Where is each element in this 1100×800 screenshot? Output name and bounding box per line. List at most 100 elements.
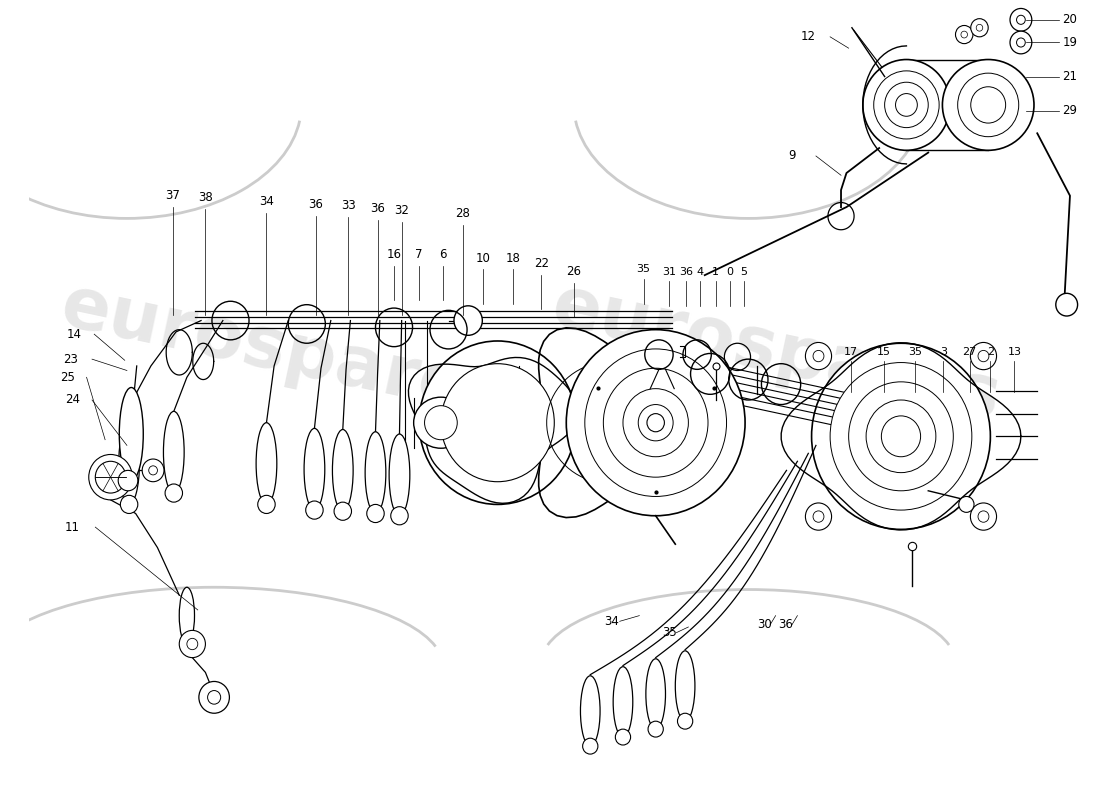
Circle shape	[334, 502, 352, 520]
Text: 38: 38	[198, 191, 212, 205]
Ellipse shape	[510, 410, 535, 435]
Text: 21: 21	[1063, 70, 1078, 83]
Circle shape	[866, 400, 936, 473]
Text: 30: 30	[757, 618, 772, 631]
Circle shape	[805, 342, 832, 370]
Circle shape	[956, 26, 972, 44]
Circle shape	[89, 454, 132, 500]
Ellipse shape	[613, 666, 632, 737]
Circle shape	[813, 350, 824, 362]
Text: 22: 22	[534, 258, 549, 270]
Text: 36: 36	[778, 618, 793, 631]
Circle shape	[976, 24, 982, 31]
Text: 28: 28	[455, 207, 470, 220]
Text: 14: 14	[67, 328, 82, 341]
Ellipse shape	[943, 59, 1034, 150]
Text: 17: 17	[844, 347, 858, 358]
Text: 2: 2	[987, 347, 994, 358]
Circle shape	[623, 389, 689, 457]
Text: 20: 20	[1063, 14, 1077, 26]
Circle shape	[812, 343, 990, 530]
Circle shape	[419, 341, 576, 505]
Circle shape	[678, 714, 693, 729]
Circle shape	[454, 306, 482, 335]
Circle shape	[1010, 31, 1032, 54]
Circle shape	[187, 638, 198, 650]
Circle shape	[390, 506, 408, 525]
Circle shape	[873, 71, 939, 139]
Ellipse shape	[119, 387, 143, 481]
Ellipse shape	[304, 428, 324, 510]
Circle shape	[585, 349, 726, 497]
Text: 6: 6	[439, 248, 447, 262]
Circle shape	[813, 511, 824, 522]
Text: 35: 35	[662, 626, 678, 639]
Circle shape	[970, 342, 997, 370]
Circle shape	[603, 368, 708, 477]
Circle shape	[1010, 9, 1032, 31]
Text: 7: 7	[416, 248, 422, 262]
Circle shape	[638, 405, 673, 441]
Text: 15: 15	[877, 347, 891, 358]
Ellipse shape	[256, 422, 277, 505]
Ellipse shape	[119, 422, 140, 505]
Text: 32: 32	[394, 204, 409, 217]
Circle shape	[118, 470, 138, 490]
Circle shape	[583, 738, 598, 754]
Ellipse shape	[332, 430, 353, 511]
Ellipse shape	[414, 397, 469, 448]
Circle shape	[148, 466, 157, 475]
Text: 23: 23	[63, 353, 78, 366]
Text: 37: 37	[165, 190, 180, 202]
Text: 11: 11	[65, 521, 80, 534]
Circle shape	[441, 364, 554, 482]
Ellipse shape	[164, 411, 184, 493]
Circle shape	[884, 82, 928, 128]
Ellipse shape	[365, 432, 386, 514]
Text: 36: 36	[679, 266, 693, 277]
Circle shape	[142, 459, 164, 482]
Text: 34: 34	[258, 195, 274, 208]
Text: 31: 31	[662, 266, 675, 277]
Ellipse shape	[581, 676, 601, 746]
Text: 3: 3	[940, 347, 947, 358]
Text: 19: 19	[1063, 36, 1078, 49]
Circle shape	[96, 462, 125, 493]
Text: 35: 35	[637, 265, 651, 274]
Circle shape	[895, 94, 917, 116]
Circle shape	[647, 414, 664, 432]
Circle shape	[978, 511, 989, 522]
Circle shape	[961, 31, 968, 38]
Circle shape	[958, 73, 1019, 137]
Circle shape	[306, 501, 323, 519]
Circle shape	[120, 495, 138, 514]
Circle shape	[366, 505, 384, 522]
Circle shape	[805, 503, 832, 530]
Circle shape	[199, 682, 230, 714]
Circle shape	[179, 630, 206, 658]
Circle shape	[862, 59, 950, 150]
Circle shape	[881, 416, 921, 457]
Text: 9: 9	[789, 150, 795, 162]
Circle shape	[165, 484, 183, 502]
Circle shape	[1056, 294, 1078, 316]
Text: 13: 13	[1008, 347, 1022, 358]
Text: 5: 5	[740, 266, 748, 277]
Circle shape	[257, 495, 275, 514]
Text: 18: 18	[505, 252, 520, 265]
Text: 16: 16	[386, 248, 402, 262]
Ellipse shape	[959, 497, 974, 512]
Circle shape	[648, 721, 663, 737]
Circle shape	[971, 86, 1005, 123]
Text: 33: 33	[341, 199, 355, 213]
Circle shape	[848, 382, 954, 490]
Circle shape	[1016, 38, 1025, 47]
Ellipse shape	[646, 658, 666, 729]
Text: 27: 27	[962, 347, 977, 358]
Ellipse shape	[675, 651, 695, 721]
Text: 35: 35	[909, 347, 922, 358]
Circle shape	[978, 350, 989, 362]
Ellipse shape	[425, 406, 458, 440]
Text: 0: 0	[726, 266, 734, 277]
Circle shape	[615, 729, 630, 745]
